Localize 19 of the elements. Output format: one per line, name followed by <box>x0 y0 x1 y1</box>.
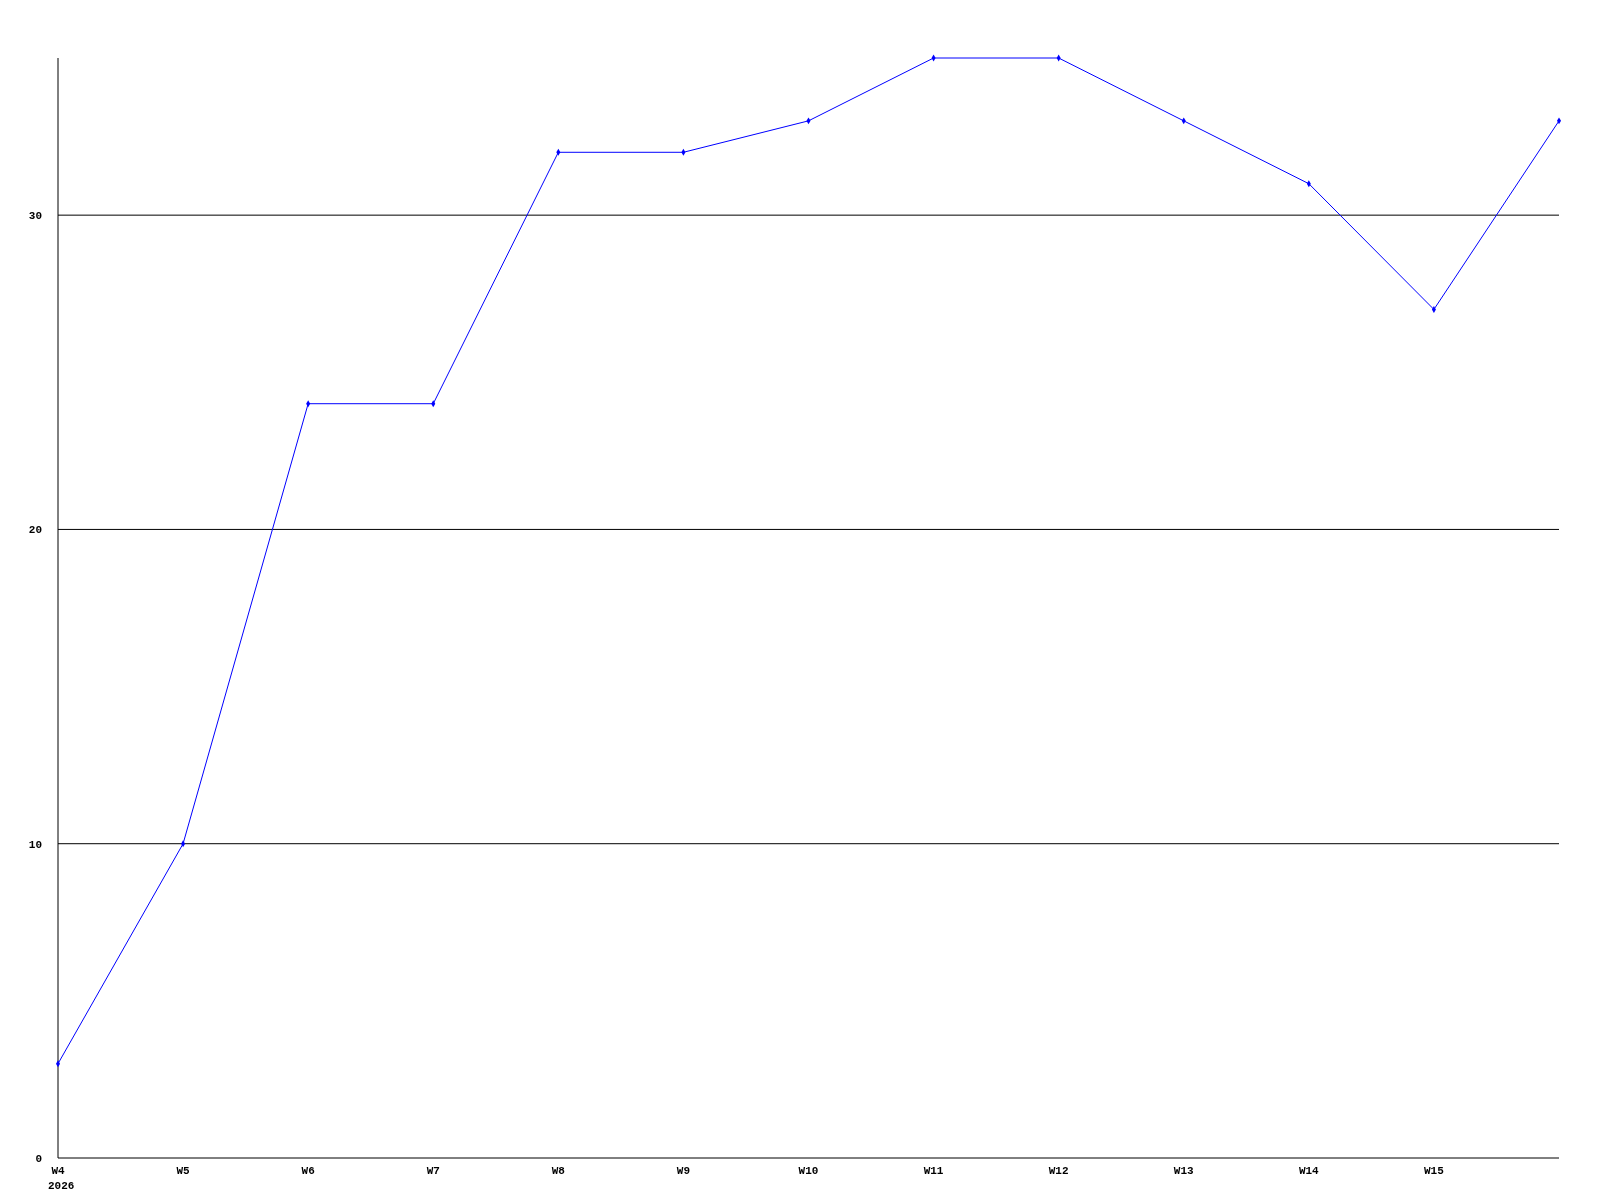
y-tick-label: 10 <box>28 838 42 851</box>
x-tick-label: W11 <box>923 1165 944 1177</box>
point <box>1556 117 1562 125</box>
x-tick-label: W13 <box>1173 1165 1195 1177</box>
point <box>55 1060 61 1068</box>
x-tick-label: W10 <box>798 1165 819 1177</box>
x-tick-label: W6 <box>301 1165 315 1177</box>
y-tick-label: 20 <box>28 524 42 537</box>
x-tick-label: W8 <box>551 1165 566 1177</box>
x-tick-label: W7 <box>426 1165 440 1177</box>
x-tick-label: W15 <box>1424 1165 1445 1177</box>
x-tick-label: W4 <box>51 1165 65 1177</box>
x-tick-label: W9 <box>676 1165 691 1177</box>
x-tick-label: W12 <box>1048 1165 1069 1177</box>
y-tick-label: 30 <box>28 210 42 223</box>
x-tick-label: W5 <box>176 1165 191 1177</box>
x-tick-label: W14 <box>1298 1165 1320 1177</box>
y-tick-label: 0 <box>35 1153 42 1165</box>
text: 2026 <box>48 1180 75 1192</box>
